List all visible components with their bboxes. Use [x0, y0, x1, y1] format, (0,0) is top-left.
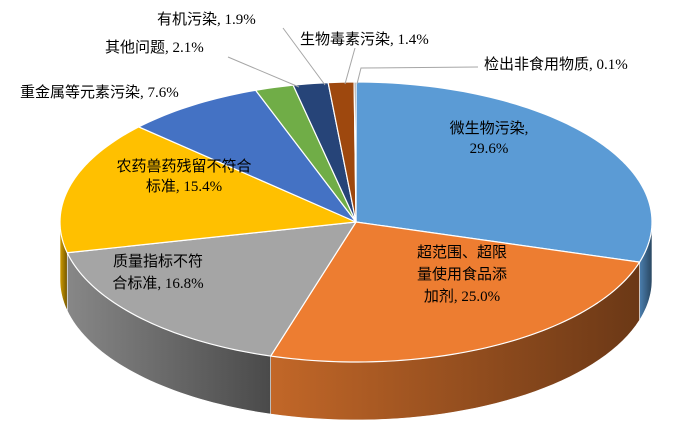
data-label: 超范围、超限量使用食品添加剂, 25.0%	[417, 244, 507, 305]
pie-slices	[59, 81, 653, 363]
data-label: 农药兽药残留不符合标准, 15.4%	[116, 158, 251, 195]
data-label: 有机污染, 1.9%	[157, 11, 256, 28]
pie-sides	[59, 221, 653, 421]
pie-slice	[59, 126, 357, 254]
data-labels: 微生物污染, 29.6% 超范围、超限量使用食品添加剂, 25.0% 质量指标不符合标…	[20, 11, 628, 305]
pie-slice	[355, 81, 653, 263]
pie-slice	[353, 81, 357, 223]
leader-line	[344, 47, 356, 85]
data-label: 检出非食用物质, 0.1%	[484, 56, 628, 73]
leader-line	[356, 66, 479, 85]
data-label: 微生物污染, 29.6%	[450, 120, 529, 157]
pie-slice	[270, 221, 641, 363]
leader-lines	[227, 27, 479, 88]
data-label: 生物毒素污染, 1.4%	[300, 31, 429, 48]
data-label: 其他问题, 2.1%	[105, 39, 204, 56]
pie-slice	[255, 84, 357, 223]
data-label: 重金属等元素污染, 7.6%	[20, 83, 179, 101]
data-label: 质量指标不符合标准, 16.8%	[112, 253, 203, 292]
pie-slice	[66, 221, 357, 357]
pie-slice	[138, 89, 357, 223]
leader-line	[282, 27, 326, 86]
leader-line	[227, 56, 300, 88]
